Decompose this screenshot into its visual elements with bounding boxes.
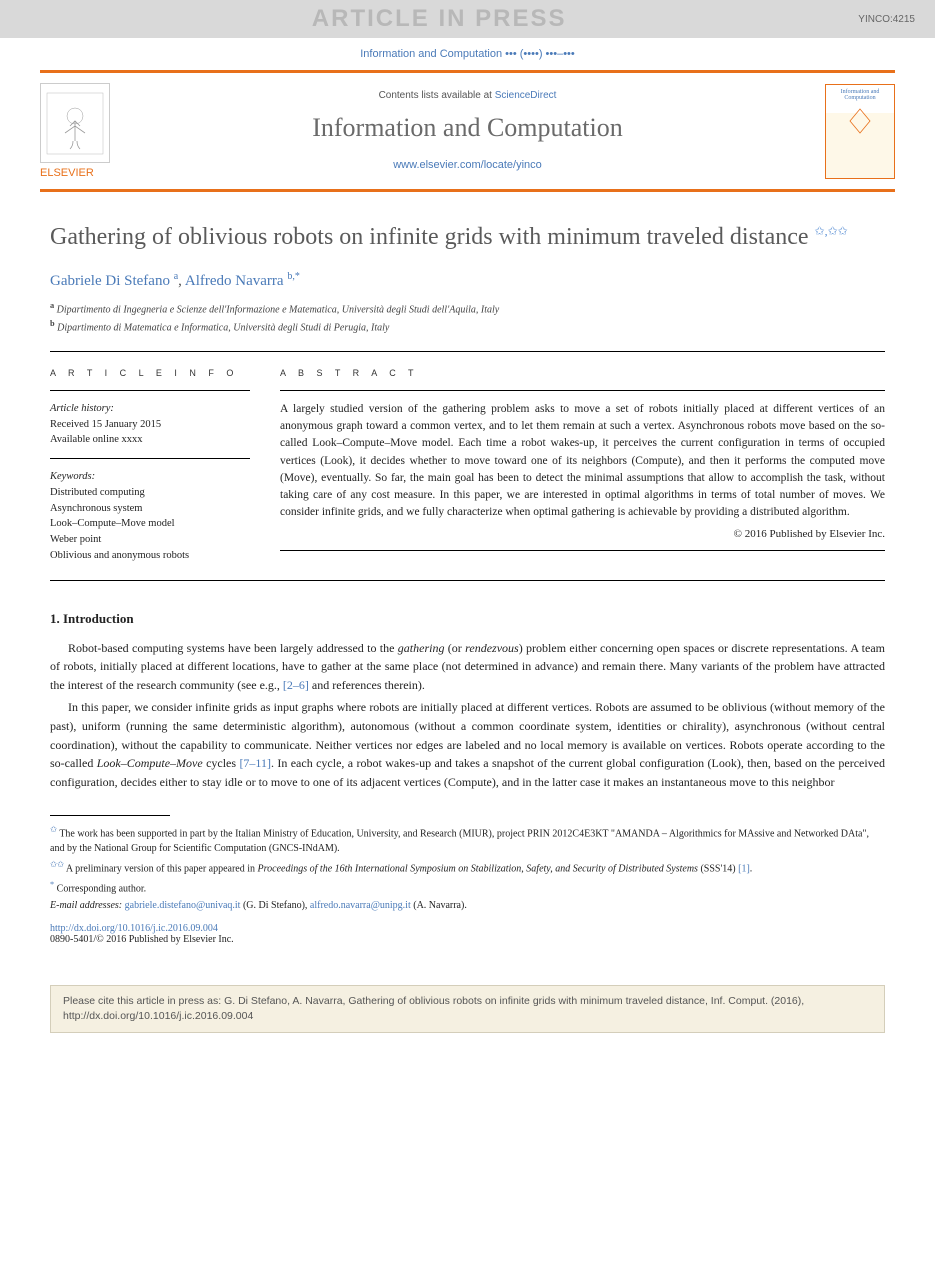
title-footnote-marks: ✩,✩✩ <box>815 224 848 238</box>
journal-homepage-link[interactable]: www.elsevier.com/locate/yinco <box>393 159 542 171</box>
footnote-2-mark: ✩✩ <box>50 860 64 869</box>
author-2-affil: b, <box>287 271 295 282</box>
footnote-1-mark: ✩ <box>50 825 57 834</box>
p2-ref-link[interactable]: [7–11] <box>239 756 271 770</box>
footnote-emails: E-mail addresses: gabriele.distefano@uni… <box>50 899 885 913</box>
email-2-name: (A. Navarra). <box>411 900 467 911</box>
footnote-2-text-b: (SSS'14) <box>698 863 738 874</box>
keyword-1: Distributed computing <box>50 485 250 501</box>
affiliation-b: Dipartimento di Matematica e Informatica… <box>57 322 389 333</box>
issn-copyright: 0890-5401/© 2016 Published by Elsevier I… <box>50 934 885 945</box>
abstract-column: A B S T R A C T A largely studied versio… <box>280 368 885 564</box>
info-divider-1 <box>50 390 250 391</box>
info-abstract-row: A R T I C L E I N F O Article history: R… <box>50 368 885 564</box>
footnote-1: ✩ The work has been supported in part by… <box>50 824 885 855</box>
intro-paragraph-1: Robot-based computing systems have been … <box>50 639 885 695</box>
journal-name: Information and Computation <box>110 113 825 143</box>
email-1-name: (G. Di Stefano), <box>240 900 309 911</box>
abstract-divider <box>280 390 885 391</box>
p2-em-lcm: Look–Compute–Move <box>97 756 203 770</box>
watermark-text: ARTICLE IN PRESS <box>312 5 567 33</box>
journal-cover-thumbnail: Information and Computation <box>825 84 895 179</box>
citation-box: Please cite this article in press as: G.… <box>50 985 885 1032</box>
email-1-link[interactable]: gabriele.distefano@univaq.it <box>125 900 241 911</box>
footnote-2-text-a: A preliminary version of this paper appe… <box>66 863 258 874</box>
cover-title: Information and Computation <box>830 89 890 101</box>
yinco-id: YINCO:4215 <box>858 14 915 25</box>
header-center: Contents lists available at ScienceDirec… <box>110 90 825 173</box>
intro-heading: 1. Introduction <box>50 611 885 627</box>
p1-text-b: (or <box>444 641 465 655</box>
footnote-2-text-c: . <box>750 863 753 874</box>
elsevier-tree-icon <box>40 83 110 163</box>
keyword-2: Asynchronous system <box>50 501 250 517</box>
article-title: Gathering of oblivious robots on infinit… <box>50 222 885 253</box>
top-citation: Information and Computation ••• (••••) •… <box>0 38 935 70</box>
p1-em-gathering: gathering <box>398 641 445 655</box>
keywords-label: Keywords: <box>50 469 250 485</box>
corresponding-mark: * <box>295 271 300 282</box>
author-2[interactable]: Alfredo Navarra <box>185 273 284 289</box>
footnote-2-ref[interactable]: [1] <box>738 863 750 874</box>
abstract-label: A B S T R A C T <box>280 368 885 378</box>
p1-text-a: Robot-based computing systems have been … <box>68 641 398 655</box>
contents-pre-text: Contents lists available at <box>379 90 495 101</box>
journal-header: ELSEVIER Contents lists available at Sci… <box>0 73 935 189</box>
email-label: E-mail addresses: <box>50 900 122 911</box>
history-label: Article history: <box>50 401 250 417</box>
p2-text-b: cycles <box>203 756 240 770</box>
footnote-2-proc-title: Proceedings of the 16th International Sy… <box>258 863 698 874</box>
contents-available: Contents lists available at ScienceDirec… <box>110 90 825 101</box>
corresponding-text: Corresponding author. <box>57 883 146 894</box>
elsevier-label: ELSEVIER <box>40 167 110 179</box>
info-divider-2 <box>50 458 250 459</box>
authors-line: Gabriele Di Stefano a, Alfredo Navarra b… <box>50 271 885 290</box>
cover-graphic-icon <box>840 101 880 141</box>
author-1[interactable]: Gabriele Di Stefano <box>50 273 170 289</box>
divider <box>50 351 885 352</box>
divider-2 <box>50 580 885 581</box>
doi-link[interactable]: http://dx.doi.org/10.1016/j.ic.2016.09.0… <box>50 923 218 934</box>
abstract-text: A largely studied version of the gatheri… <box>280 401 885 522</box>
abstract-divider-bottom <box>280 550 885 551</box>
intro-paragraph-2: In this paper, we consider infinite grid… <box>50 698 885 791</box>
keyword-3: Look–Compute–Move model <box>50 516 250 532</box>
elsevier-logo-block: ELSEVIER <box>40 83 110 179</box>
title-text: Gathering of oblivious robots on infinit… <box>50 224 809 250</box>
keyword-4: Weber point <box>50 532 250 548</box>
keyword-5: Oblivious and anonymous robots <box>50 548 250 564</box>
doi-block: http://dx.doi.org/10.1016/j.ic.2016.09.0… <box>50 923 885 945</box>
email-2-link[interactable]: alfredo.navarra@unipg.it <box>310 900 411 911</box>
affiliation-a: Dipartimento di Ingegneria e Scienze del… <box>57 305 500 316</box>
article-info-label: A R T I C L E I N F O <box>50 368 250 378</box>
watermark-bar: ARTICLE IN PRESS YINCO:4215 <box>0 0 935 38</box>
p1-text-d: and references therein). <box>309 678 425 692</box>
footnote-1-text: The work has been supported in part by t… <box>50 829 869 854</box>
p1-ref-link[interactable]: [2–6] <box>283 678 309 692</box>
p1-em-rendezvous: rendezvous <box>465 641 519 655</box>
received-date: Received 15 January 2015 <box>50 417 250 433</box>
author-1-affil: a <box>174 271 178 282</box>
article-info-column: A R T I C L E I N F O Article history: R… <box>50 368 250 564</box>
footnote-2: ✩✩ A preliminary version of this paper a… <box>50 859 885 876</box>
affiliations: a Dipartimento di Ingegneria e Scienze d… <box>50 300 885 335</box>
footnotes-rule <box>50 815 170 816</box>
copyright-line: © 2016 Published by Elsevier Inc. <box>280 528 885 540</box>
footnote-corresponding: * Corresponding author. <box>50 879 885 896</box>
available-date: Available online xxxx <box>50 432 250 448</box>
sciencedirect-link[interactable]: ScienceDirect <box>495 90 557 101</box>
